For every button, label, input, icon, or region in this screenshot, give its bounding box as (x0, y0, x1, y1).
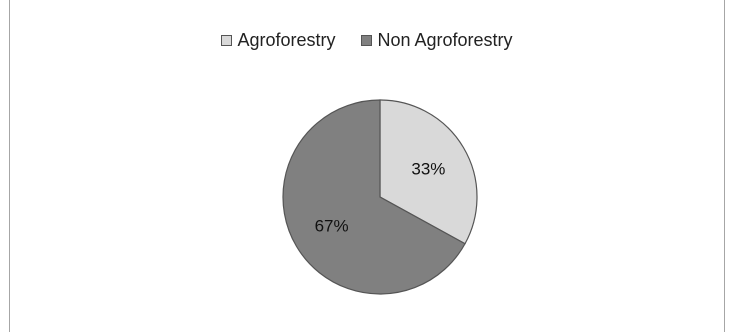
slice-label-non-agroforestry: 67% (315, 217, 349, 236)
slice-label-agroforestry: 33% (411, 159, 445, 178)
chart-area: Agroforestry Non Agroforestry 33% 67% (9, 0, 725, 332)
pie-chart: 33% 67% (10, 0, 726, 332)
